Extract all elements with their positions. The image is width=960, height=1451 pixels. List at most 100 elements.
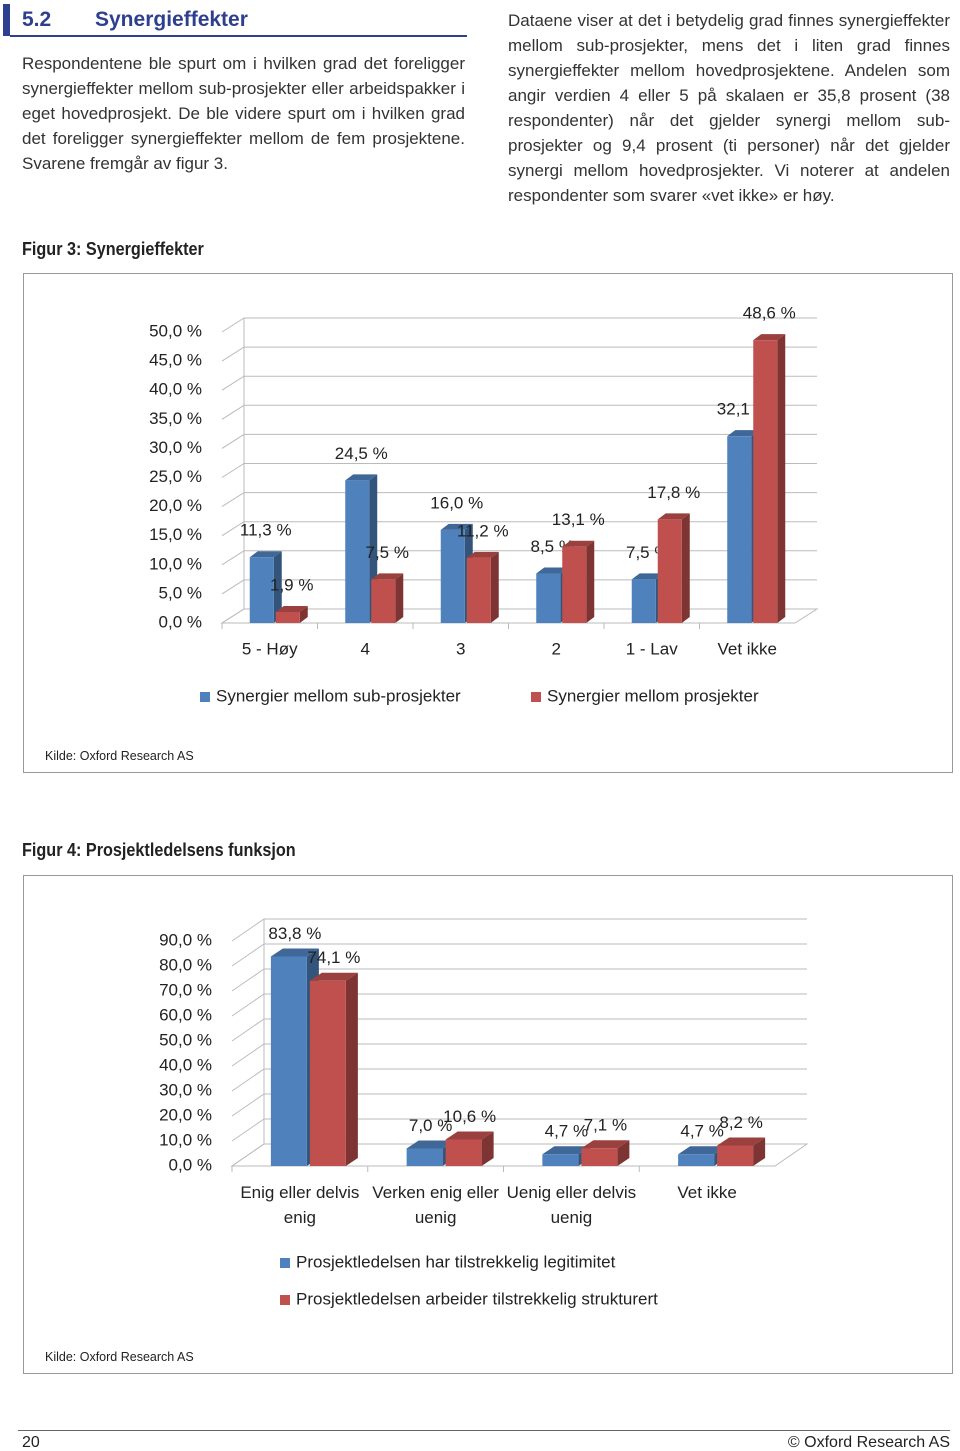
y-tick-label: 70,0 % xyxy=(159,980,212,999)
bar-top xyxy=(657,513,690,520)
bar-top xyxy=(371,573,404,580)
paragraph: Dataene viser at det i betydelig grad fi… xyxy=(508,11,950,205)
bar-top xyxy=(440,523,473,530)
y-tick-label: 40,0 % xyxy=(159,1055,212,1074)
legend-swatch xyxy=(531,692,541,702)
bar-top xyxy=(275,605,308,612)
x-tick-label: 3 xyxy=(456,639,465,658)
bar-top xyxy=(542,1146,591,1155)
bar xyxy=(440,529,465,623)
value-label: 13,1 % xyxy=(552,510,605,529)
value-label: 4,7 % xyxy=(545,1122,588,1141)
x-tick-label: Enig eller delvis enig xyxy=(240,1183,360,1227)
y-tick-label: 50,0 % xyxy=(159,1030,212,1049)
bar-side xyxy=(481,1131,494,1166)
grid-line xyxy=(221,346,817,362)
heading-bar xyxy=(3,4,10,36)
y-tick-label: 25,0 % xyxy=(149,467,202,486)
bar xyxy=(371,579,396,623)
y-tick-label: 0,0 % xyxy=(159,612,202,631)
y-tick-label: 10,0 % xyxy=(149,554,202,573)
value-label: 1,9 % xyxy=(270,575,313,594)
chart-frame xyxy=(23,875,953,1374)
y-tick-label: 20,0 % xyxy=(159,1105,212,1124)
x-tick-label: Vet ikke xyxy=(717,639,777,658)
bar-top xyxy=(466,551,499,558)
y-tick-label: 5,0 % xyxy=(159,583,202,602)
bar xyxy=(249,557,274,623)
value-label: 48,6 % xyxy=(743,304,796,323)
value-label: 4,7 % xyxy=(680,1122,723,1141)
value-label: 8,2 % xyxy=(719,1113,762,1132)
bar xyxy=(657,519,682,623)
bar-top xyxy=(717,1137,766,1146)
bar xyxy=(678,1154,715,1166)
bar-side xyxy=(299,605,308,623)
x-tick-label: 2 xyxy=(552,639,561,658)
grid-line xyxy=(221,317,817,333)
figure-source: Kilde: Oxford Research AS xyxy=(45,1350,194,1364)
bar xyxy=(562,546,587,623)
bar xyxy=(581,1148,618,1166)
bar-top xyxy=(631,573,664,580)
bar-top xyxy=(562,540,595,547)
y-tick-label: 0,0 % xyxy=(169,1155,212,1174)
bar-top xyxy=(753,334,786,341)
y-tick-label: 15,0 % xyxy=(149,525,202,544)
value-label: 7,5 % xyxy=(366,543,409,562)
bar-top xyxy=(309,972,358,981)
bar xyxy=(270,956,307,1166)
bar xyxy=(717,1145,754,1166)
x-tick-label: Vet ikke xyxy=(677,1183,737,1202)
bar-top xyxy=(345,474,378,481)
y-tick-label: 90,0 % xyxy=(159,930,212,949)
bar xyxy=(406,1148,443,1166)
bar xyxy=(309,980,346,1166)
grid-line xyxy=(221,375,817,391)
value-label: 7,0 % xyxy=(409,1116,452,1135)
y-tick-label: 20,0 % xyxy=(149,496,202,515)
value-label: 7,1 % xyxy=(584,1116,627,1135)
bar-top xyxy=(249,551,282,558)
bar xyxy=(631,579,656,623)
bar-top xyxy=(581,1140,630,1149)
value-label: 24,5 % xyxy=(335,444,388,463)
value-label: 83,8 % xyxy=(268,924,321,943)
y-tick-label: 10,0 % xyxy=(159,1130,212,1149)
bar xyxy=(345,480,370,623)
bar-top xyxy=(536,567,569,574)
bar xyxy=(445,1139,482,1166)
x-tick-label: 5 - Høy xyxy=(242,639,298,658)
bar-top xyxy=(270,948,319,957)
bar xyxy=(753,340,778,623)
y-tick-label: 50,0 % xyxy=(149,321,202,340)
bar-side xyxy=(753,1137,766,1166)
legend-swatch xyxy=(280,1295,290,1305)
bar-side xyxy=(681,513,690,623)
section-number: 5.2 xyxy=(22,8,52,31)
y-tick-label: 60,0 % xyxy=(159,1005,212,1024)
bar-side xyxy=(395,573,404,623)
y-tick-label: 45,0 % xyxy=(149,351,202,370)
bar-side xyxy=(490,551,499,623)
figure-caption: Figur 3: Synergieffekter xyxy=(22,239,204,259)
bar xyxy=(536,573,561,623)
paragraph: Respondentene ble spurt om i hvilken gra… xyxy=(22,54,465,173)
bar xyxy=(542,1154,579,1166)
figure-source: Kilde: Oxford Research AS xyxy=(45,749,194,763)
page-number: 20 xyxy=(22,1434,40,1451)
y-tick-label: 30,0 % xyxy=(159,1080,212,1099)
value-label: 17,8 % xyxy=(647,483,700,502)
bar-side xyxy=(345,972,358,1166)
value-label: 11,2 % xyxy=(457,521,509,540)
bar-top xyxy=(727,430,760,437)
legend-swatch xyxy=(200,692,210,702)
bar-top xyxy=(445,1131,494,1140)
y-tick-label: 80,0 % xyxy=(159,955,212,974)
bar xyxy=(727,436,752,623)
x-tick-label: 4 xyxy=(361,639,370,658)
legend-label: Prosjektledelsen har tilstrekkelig legit… xyxy=(296,1252,616,1271)
legend-label: Prosjektledelsen arbeider tilstrekkelig … xyxy=(296,1289,658,1308)
bar xyxy=(275,611,300,623)
